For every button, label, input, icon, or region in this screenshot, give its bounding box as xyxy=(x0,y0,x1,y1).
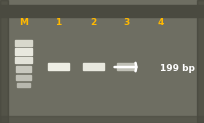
Text: 1: 1 xyxy=(55,18,61,27)
Bar xyxy=(15,40,32,46)
Bar xyxy=(0,116,204,123)
Bar xyxy=(47,63,69,70)
Text: 3: 3 xyxy=(122,18,129,27)
Bar xyxy=(16,66,31,72)
Bar xyxy=(0,0,8,123)
Bar xyxy=(116,63,135,70)
Bar xyxy=(15,57,32,63)
Text: M: M xyxy=(19,18,28,27)
Text: 4: 4 xyxy=(157,18,163,27)
Bar xyxy=(15,48,32,55)
Bar xyxy=(0,5,204,17)
Bar xyxy=(82,63,104,70)
Text: 199 bp: 199 bp xyxy=(159,64,194,73)
Bar xyxy=(17,83,30,87)
Bar xyxy=(196,0,204,123)
Bar xyxy=(16,75,31,80)
Text: 2: 2 xyxy=(90,18,96,27)
